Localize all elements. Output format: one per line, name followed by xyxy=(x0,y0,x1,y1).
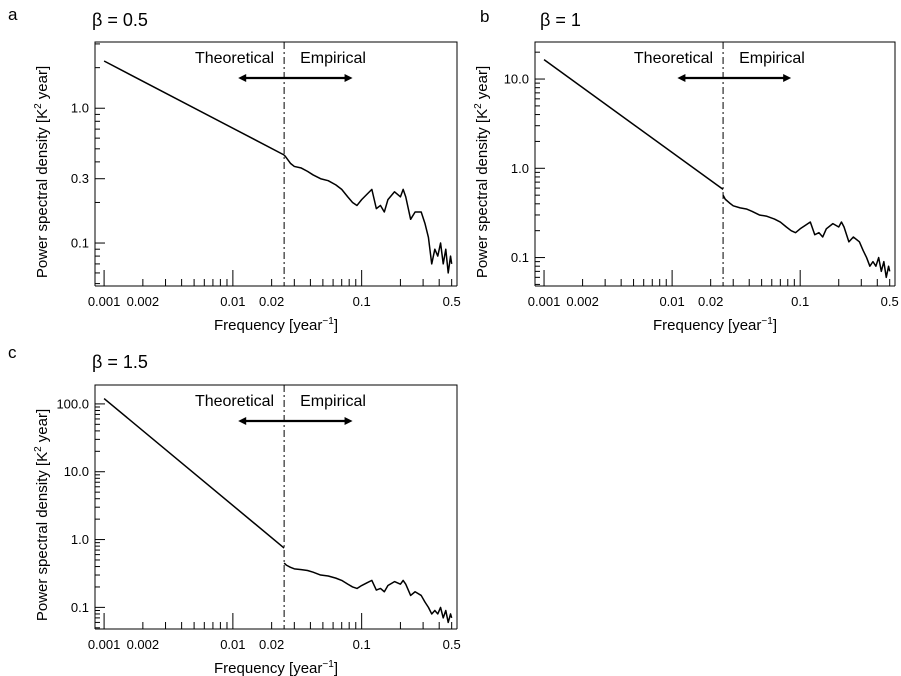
empirical-spectrum-line xyxy=(283,562,453,624)
region-label-empirical: Empirical xyxy=(739,50,805,67)
y-tick-label: 1.0 xyxy=(71,532,89,547)
y-axis-label-main: Power spectral density [K xyxy=(34,109,51,278)
chart-panel-b: b β = 1 0.001 0.002 0.01 0.02 0.1 0.5 0.1 1.0 10.0… xyxy=(473,7,899,334)
x-tick-label: 0.1 xyxy=(353,637,371,652)
x-axis-label: Frequency [year−1] xyxy=(214,316,338,334)
panel-title: β = 1 xyxy=(540,10,581,30)
plot-frame xyxy=(534,41,896,286)
y-axis-label-sup: 2 xyxy=(33,446,44,452)
x-axis-label-main: Frequency [year xyxy=(653,317,761,334)
x-tick-label: 0.001 xyxy=(88,637,121,652)
region-arrow-head-right xyxy=(344,74,353,82)
y-axis-label-sup: 2 xyxy=(33,103,44,109)
x-axis-label: Frequency [year−1] xyxy=(653,316,777,334)
x-tick-label: 0.02 xyxy=(698,294,723,309)
x-tick-label: 0.001 xyxy=(88,294,121,309)
region-arrow-head-left xyxy=(677,74,686,82)
x-axis-label-end: ] xyxy=(334,660,338,676)
y-axis-label: Power spectral density [K2 year] xyxy=(33,66,51,278)
theoretical-spectrum-line xyxy=(543,59,724,191)
x-axis-label-sup: −1 xyxy=(322,316,334,327)
y-axis-label-end: year] xyxy=(474,66,491,104)
y-tick-label: 0.1 xyxy=(511,250,529,265)
chart-panel-a: a β = 0.5 0.001 0.002 0.01 0.02 0.1 0.5 0.1 0.3 1.… xyxy=(8,5,461,334)
x-tick-label: 0.002 xyxy=(127,294,160,309)
y-tick-label: 0.1 xyxy=(71,600,89,615)
y-tick-label: 1.0 xyxy=(511,161,529,176)
x-tick-label: 0.02 xyxy=(259,637,284,652)
y-tick-label: 1.0 xyxy=(71,101,89,116)
x-axis-label-main: Frequency [year xyxy=(214,317,322,334)
theoretical-spectrum-line xyxy=(103,60,285,156)
plot-frame xyxy=(94,41,458,286)
y-tick-label: 10.0 xyxy=(64,464,89,479)
y-axis-label: Power spectral density [K2 year] xyxy=(473,66,491,278)
y-tick-label: 100.0 xyxy=(56,396,89,411)
region-label-empirical: Empirical xyxy=(300,50,366,67)
panel-title: β = 0.5 xyxy=(92,10,148,30)
x-tick-label: 0.001 xyxy=(528,294,561,309)
x-axis-label-end: ] xyxy=(334,317,338,334)
x-tick-label: 0.5 xyxy=(443,637,461,652)
region-label-theoretical: Theoretical xyxy=(195,393,274,410)
region-arrow-head-right xyxy=(783,74,792,82)
chart-panel-c: c β = 1.5 0.001 0.002 0.01 0.02 0.1 0.5 0.1 1.0 10… xyxy=(8,343,461,676)
x-tick-label: 0.1 xyxy=(791,294,809,309)
x-axis-label-end: ] xyxy=(773,317,777,334)
x-axis-label: Frequency [year−1] xyxy=(214,659,338,676)
panel-letter: a xyxy=(8,5,18,24)
x-tick-label: 0.002 xyxy=(127,637,160,652)
y-axis-label-main: Power spectral density [K xyxy=(34,452,51,621)
x-tick-label: 0.01 xyxy=(220,637,245,652)
panel-letter: c xyxy=(8,343,17,362)
region-arrow-head-left xyxy=(238,74,247,82)
region-label-empirical: Empirical xyxy=(300,393,366,410)
x-tick-label: 0.02 xyxy=(259,294,284,309)
x-tick-label: 0.1 xyxy=(353,294,371,309)
y-axis-label-end: year] xyxy=(34,66,51,104)
theoretical-spectrum-line xyxy=(103,397,285,549)
y-axis-label-end: year] xyxy=(34,409,51,447)
y-tick-label: 10.0 xyxy=(504,72,529,87)
y-axis-label-main: Power spectral density [K xyxy=(474,109,491,278)
x-tick-label: 0.01 xyxy=(659,294,684,309)
panel-letter: b xyxy=(480,7,489,26)
y-axis-label-sup: 2 xyxy=(473,103,484,109)
region-arrow-head-left xyxy=(238,417,247,425)
y-axis-label: Power spectral density [K2 year] xyxy=(33,409,51,621)
region-label-theoretical: Theoretical xyxy=(634,50,713,67)
empirical-spectrum-line xyxy=(283,154,453,274)
x-tick-label: 0.002 xyxy=(566,294,599,309)
x-tick-label: 0.5 xyxy=(881,294,899,309)
region-label-theoretical: Theoretical xyxy=(195,50,274,67)
y-tick-label: 0.3 xyxy=(71,171,89,186)
x-tick-label: 0.01 xyxy=(220,294,245,309)
y-tick-label: 0.1 xyxy=(71,236,89,251)
x-axis-label-sup: −1 xyxy=(761,316,773,327)
empirical-spectrum-line xyxy=(722,194,891,279)
region-arrow-head-right xyxy=(344,417,353,425)
x-tick-label: 0.5 xyxy=(443,294,461,309)
panel-title: β = 1.5 xyxy=(92,352,148,372)
x-axis-label-sup: −1 xyxy=(322,659,334,670)
x-axis-label-main: Frequency [year xyxy=(214,660,322,676)
